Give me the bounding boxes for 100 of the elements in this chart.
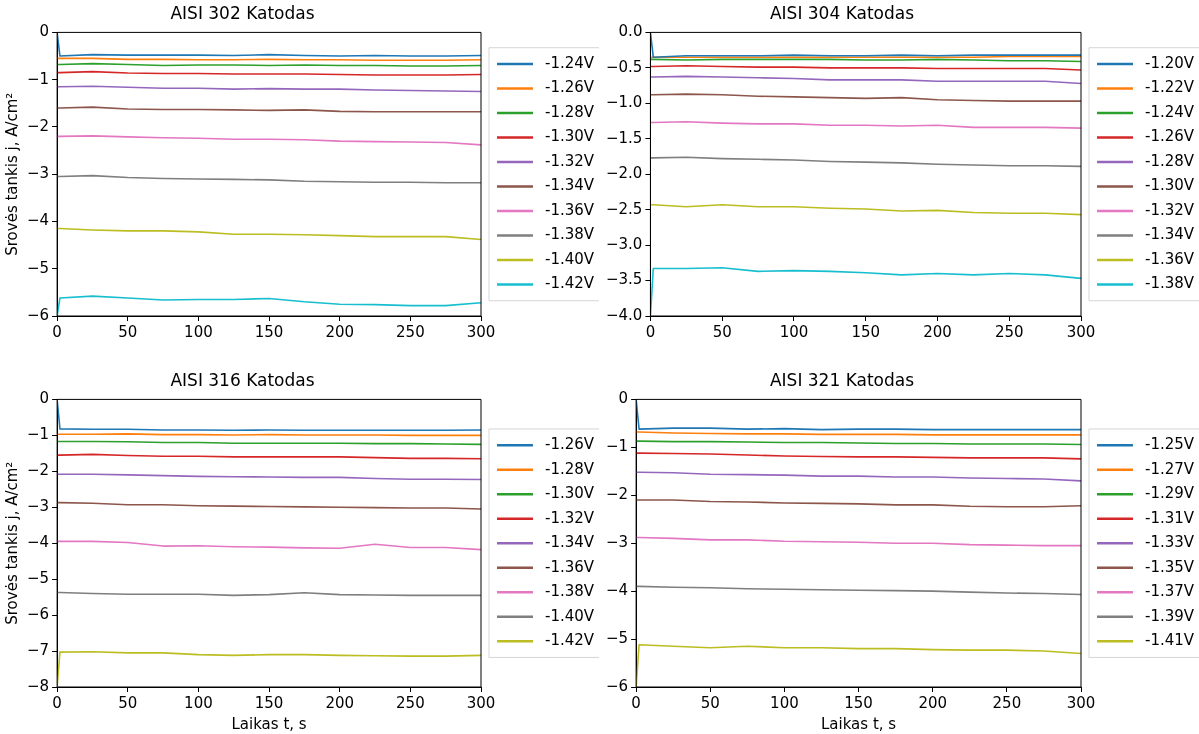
y-tick-label: −4	[26, 211, 50, 230]
y-tick-label: −5	[26, 258, 50, 277]
legend-label: -1.36V	[1145, 249, 1195, 268]
x-tick-label: 150	[851, 322, 881, 341]
legend-label: -1.35V	[1145, 557, 1195, 576]
legend-label: -1.34V	[1145, 225, 1195, 244]
legend-label: -1.32V	[545, 151, 595, 170]
x-tick-label: 200	[325, 693, 355, 712]
legend-label: -1.33V	[1145, 533, 1195, 552]
legend-label: -1.26V	[1145, 127, 1195, 146]
legend-label: -1.28V	[545, 102, 595, 121]
y-tick-label: −5	[605, 628, 629, 647]
y-tick-label: −1.0	[605, 93, 643, 112]
y-tick-label: −1	[605, 437, 629, 456]
legend-label: -1.28V	[1145, 151, 1195, 170]
legend-label: -1.37V	[1145, 582, 1195, 601]
y-tick-label: −2	[26, 461, 50, 480]
legend-label: -1.38V	[545, 225, 595, 244]
x-tick-label: 300	[1066, 322, 1096, 341]
legend-label: -1.30V	[545, 127, 595, 146]
x-tick-label: 50	[700, 693, 720, 712]
x-tick-label: 50	[118, 322, 138, 341]
legend-label: -1.26V	[545, 78, 595, 97]
legend-label: -1.34V	[545, 176, 595, 195]
x-tick-label: 50	[712, 322, 732, 341]
x-tick-label: 100	[779, 322, 809, 341]
chart-title: AISI 304 Katodas	[769, 2, 915, 23]
y-tick-label: 0	[618, 389, 629, 408]
chart-title: AISI 316 Katodas	[170, 369, 315, 390]
legend-label: -1.22V	[1145, 78, 1195, 97]
y-tick-label: −3.5	[605, 270, 643, 289]
y-tick-label: −1.5	[605, 128, 643, 147]
x-tick-label: 250	[396, 322, 425, 341]
x-tick-label: 150	[254, 322, 284, 341]
x-tick-label: 150	[254, 693, 284, 712]
legend-label: -1.42V	[545, 631, 595, 650]
y-tick-label: −1	[26, 69, 50, 88]
y-tick-label: 0	[39, 389, 50, 408]
x-tick-label: 300	[1066, 693, 1096, 712]
x-tick-label: 0	[52, 322, 62, 341]
x-axis-title: Laikas t, s	[820, 714, 897, 733]
x-tick-label: 100	[184, 693, 213, 712]
x-tick-label: 300	[466, 693, 496, 712]
x-tick-label: 250	[992, 693, 1022, 712]
y-tick-label: 0	[39, 22, 50, 41]
y-tick-label: −1	[26, 425, 50, 444]
y-axis-title: Srovės tankis j, A/cm²	[2, 92, 21, 256]
y-tick-label: −7	[26, 640, 50, 659]
y-tick-label: −3	[605, 533, 629, 552]
legend-label: -1.40V	[545, 249, 595, 268]
y-tick-label: −4.0	[605, 305, 643, 324]
legend-label: -1.29V	[1145, 484, 1195, 503]
x-tick-label: 250	[396, 693, 425, 712]
legend-label: -1.26V	[545, 435, 595, 454]
legend-label: -1.42V	[545, 274, 595, 293]
legend-label: -1.36V	[545, 557, 595, 576]
y-tick-label: −3	[26, 497, 50, 516]
x-tick-label: 50	[118, 693, 138, 712]
y-axis-title: Srovės tankis j, A/cm²	[2, 461, 21, 625]
x-tick-label: 200	[325, 322, 355, 341]
legend-label: -1.24V	[545, 53, 595, 72]
y-tick-label: −3	[26, 164, 50, 183]
x-tick-label: 100	[184, 322, 213, 341]
y-tick-label: −6	[26, 604, 50, 623]
x-tick-label: 300	[466, 322, 496, 341]
x-tick-label: 200	[918, 693, 948, 712]
y-tick-label: −2	[605, 485, 629, 504]
legend-label: -1.38V	[1145, 274, 1195, 293]
y-tick-label: −8	[26, 676, 50, 695]
legend-label: -1.28V	[545, 459, 595, 478]
legend-label: -1.27V	[1145, 459, 1195, 478]
legend-label: -1.38V	[545, 582, 595, 601]
y-tick-label: −4	[605, 581, 629, 600]
x-axis-title: Laikas t, s	[231, 714, 307, 733]
y-tick-label: −0.5	[605, 57, 643, 76]
legend-label: -1.34V	[545, 533, 595, 552]
y-tick-label: −6	[26, 305, 50, 324]
legend-label: -1.32V	[1145, 200, 1195, 219]
x-tick-label: 150	[844, 693, 873, 712]
legend-label: -1.39V	[1145, 606, 1195, 625]
y-tick-label: −2.5	[605, 199, 643, 218]
legend-label: -1.24V	[1145, 102, 1195, 121]
x-tick-label: 200	[923, 322, 952, 341]
y-tick-label: −2.0	[605, 164, 643, 183]
legend-label: -1.30V	[545, 484, 595, 503]
legend-label: -1.41V	[1145, 631, 1195, 650]
x-tick-label: 250	[994, 322, 1024, 341]
y-tick-label: −6	[605, 676, 629, 695]
legend-label: -1.40V	[545, 606, 595, 625]
legend-label: -1.20V	[1145, 53, 1195, 72]
legend-label: -1.30V	[1145, 176, 1195, 195]
x-tick-label: 0	[645, 322, 656, 341]
y-tick-label: −5	[26, 569, 50, 588]
legend-label: -1.25V	[1145, 435, 1195, 454]
y-tick-label: −4	[26, 533, 50, 552]
y-tick-label: −2	[26, 116, 50, 135]
legend-label: -1.36V	[545, 200, 595, 219]
x-tick-label: 100	[770, 693, 799, 712]
x-tick-label: 0	[52, 693, 62, 712]
chart-title: AISI 321 Katodas	[769, 369, 915, 390]
